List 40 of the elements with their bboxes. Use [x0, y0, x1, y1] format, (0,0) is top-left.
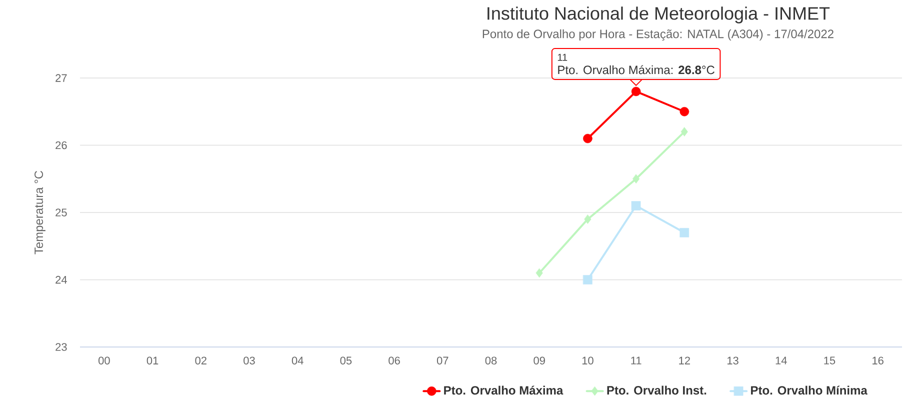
legend-label: Pto. Orvalho Mínima — [751, 386, 868, 395]
y-tick-label: 24 — [56, 276, 67, 284]
point — [631, 86, 641, 96]
x-tick-label: 06 — [388, 356, 400, 364]
point — [583, 134, 592, 144]
x-tick-label: 15 — [824, 356, 836, 364]
annotation: Pto. Orvalho Máxima: 26.8°C — [558, 65, 714, 74]
point — [584, 214, 592, 224]
point — [631, 201, 641, 210]
point — [680, 127, 688, 136]
x-tick-label: 10 — [582, 356, 594, 364]
x-tick-label: 08 — [485, 356, 497, 364]
x-tick-label: 16 — [872, 356, 884, 364]
y-tick-label: 23 — [56, 343, 67, 351]
x-tick-label: 03 — [244, 356, 255, 364]
x-tick-label: 12 — [679, 356, 690, 364]
x-tick-label: 11 — [631, 356, 642, 364]
point — [536, 268, 543, 278]
x-tick-label: 00 — [98, 356, 110, 364]
chart-subtitle: Ponto de Orvalho por Hora - Estação: NATAL (A304) - 17/04/2022 — [482, 29, 834, 41]
y-axis-title: Temperatura °C — [34, 170, 46, 254]
x-tick-label: 07 — [436, 356, 448, 364]
x-tick-label: 09 — [534, 356, 545, 364]
text: 11 — [558, 54, 568, 61]
point — [680, 228, 690, 238]
legend-label: Pto. Orvalho Máxima — [444, 386, 564, 395]
y-tick-label: 25 — [56, 208, 67, 216]
y-tick-label: 27 — [56, 74, 67, 82]
point — [680, 106, 690, 116]
x-tick-label: 01 — [146, 356, 158, 364]
chart-title: Instituto Nacional de Meteorologia - INMET — [488, 6, 830, 24]
x-tick-label: 14 — [776, 356, 787, 364]
x-tick-label: 04 — [292, 356, 304, 364]
x-tick-label: 05 — [340, 356, 352, 364]
y-tick-label: 26 — [56, 141, 67, 150]
x-tick-label: 13 — [727, 356, 738, 364]
legend-label: Pto. Orvalho Inst. — [607, 386, 706, 395]
x-tick-label: 02 — [195, 356, 206, 364]
point — [632, 174, 640, 184]
point — [583, 275, 592, 284]
